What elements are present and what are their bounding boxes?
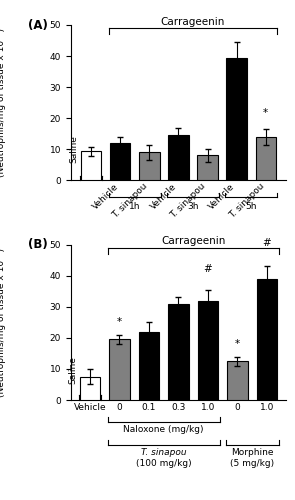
Bar: [110, 143, 130, 180]
Text: #: #: [263, 238, 271, 248]
Bar: [168, 136, 189, 180]
Text: Naloxone (mg/kg): Naloxone (mg/kg): [124, 425, 204, 434]
Text: (5 mg/kg): (5 mg/kg): [230, 459, 274, 468]
Text: (100 mg/kg): (100 mg/kg): [136, 459, 191, 468]
Text: *: *: [235, 338, 240, 348]
Text: Carrageenin: Carrageenin: [161, 16, 225, 26]
Bar: [227, 361, 248, 400]
Text: #: #: [204, 264, 212, 274]
Bar: [197, 156, 218, 180]
Text: 3h: 3h: [187, 202, 199, 211]
Bar: [81, 152, 101, 180]
Text: Morphine: Morphine: [231, 448, 273, 457]
Bar: [168, 304, 189, 400]
Text: (A): (A): [28, 19, 47, 32]
Text: Saline: Saline: [68, 356, 77, 384]
Bar: [198, 300, 218, 400]
Text: *: *: [263, 108, 268, 118]
Text: 5h: 5h: [245, 202, 257, 211]
Text: (B): (B): [28, 238, 47, 252]
Bar: [227, 58, 247, 180]
Text: Saline: Saline: [70, 136, 79, 164]
Text: *: *: [117, 317, 122, 327]
Text: Carrageenin: Carrageenin: [161, 236, 225, 246]
Bar: [139, 152, 160, 180]
Bar: [80, 376, 100, 400]
Bar: [255, 137, 276, 180]
Bar: [257, 279, 277, 400]
Y-axis label: Myeloperoxidase Activity
(Neutrophils/mg of tissue x 10⁻⁶): Myeloperoxidase Activity (Neutrophils/mg…: [0, 28, 6, 177]
Text: 1h: 1h: [129, 202, 141, 211]
Y-axis label: Myeloperoxidase Activity
(Neutrophils/mg of tissue x 10⁻⁶): Myeloperoxidase Activity (Neutrophils/mg…: [0, 248, 6, 397]
Bar: [109, 340, 130, 400]
Text: T. sinapou: T. sinapou: [141, 448, 186, 457]
Bar: [139, 332, 159, 400]
